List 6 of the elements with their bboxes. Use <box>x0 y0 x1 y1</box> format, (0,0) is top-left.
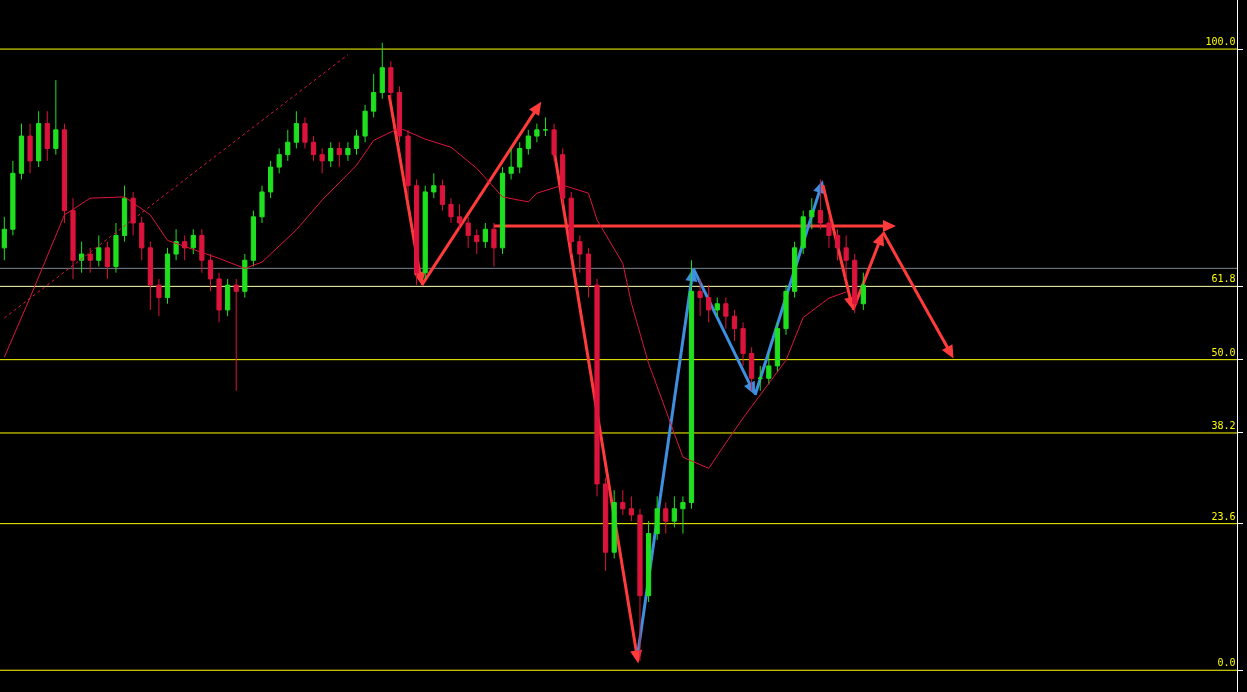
y-tick-label: 50.0 <box>1211 346 1236 358</box>
y-tick-label: 23.6 <box>1211 510 1236 522</box>
y-tick-label: 0.0 <box>1217 657 1236 669</box>
y-tick-label: 61.8 <box>1211 273 1236 285</box>
y-tick-label: 38.2 <box>1211 419 1236 431</box>
y-tick-label: 100.0 <box>1205 36 1236 48</box>
